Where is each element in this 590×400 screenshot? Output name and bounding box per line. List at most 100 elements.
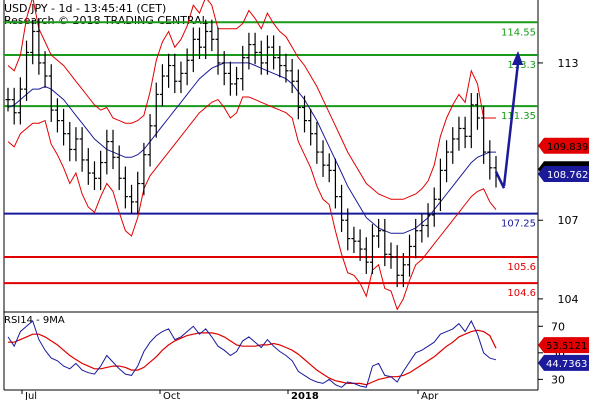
price-bar-19 xyxy=(122,166,128,209)
price-bar-60 xyxy=(376,218,382,248)
price-bar-40 xyxy=(252,32,258,65)
price-bar-0 xyxy=(5,87,11,112)
price-bar-37 xyxy=(234,66,240,96)
price-bar-6 xyxy=(42,51,48,88)
y-tick-label-1: 107 xyxy=(558,214,579,227)
price-bar-24 xyxy=(153,82,159,138)
price-bar-15 xyxy=(98,150,104,191)
price-bar-5 xyxy=(36,19,42,75)
price-bar-69 xyxy=(431,187,437,227)
price-tag-0: 109.839 xyxy=(538,137,589,154)
rsi-line xyxy=(7,319,497,388)
price-bar-76 xyxy=(474,93,480,130)
price-bar-62 xyxy=(388,242,394,269)
price-bar-73 xyxy=(456,116,462,151)
rsi-tag-bg-1 xyxy=(538,354,589,371)
price-bar-9 xyxy=(61,108,67,146)
price-bar-35 xyxy=(221,51,227,86)
forecast-arrow-tail xyxy=(494,171,506,189)
y-tick-label-2: 113 xyxy=(558,57,579,70)
price-bar-30 xyxy=(190,27,196,73)
price-bar-34 xyxy=(215,27,221,75)
price-bar-52 xyxy=(326,153,332,183)
price-bar-38 xyxy=(240,45,246,91)
price-bar-4 xyxy=(30,19,36,65)
price-bar-75 xyxy=(468,93,474,149)
price-tag-label-2: 108.762 xyxy=(547,170,588,181)
price-bar-55 xyxy=(345,208,351,251)
price-bar-33 xyxy=(209,19,215,52)
price-bar-46 xyxy=(289,58,295,94)
price-bar-71 xyxy=(444,140,450,183)
chart-title: USD/JPY - 1d - 13:45:41 (CET) xyxy=(4,2,167,15)
price-bar-43 xyxy=(271,35,277,70)
price-bar-11 xyxy=(73,127,79,162)
price-bar-23 xyxy=(147,114,153,167)
price-bar-74 xyxy=(462,116,468,149)
price-bar-1 xyxy=(11,87,17,125)
price-bar-53 xyxy=(332,158,338,209)
price-bar-47 xyxy=(295,69,301,120)
level-label-2: 111.35 xyxy=(501,111,536,122)
price-bar-50 xyxy=(314,121,320,164)
price-bar-29 xyxy=(184,48,190,86)
price-tag-bg-2 xyxy=(538,166,589,183)
rsi-tag-bg-0 xyxy=(538,337,589,354)
price-bar-48 xyxy=(302,95,308,133)
x-tick-label-1: Oct xyxy=(163,391,180,400)
price-bar-39 xyxy=(246,32,252,70)
price-tag-label-0: 109.839 xyxy=(547,142,588,153)
price-bar-16 xyxy=(104,129,110,175)
price-bar-65 xyxy=(407,234,413,277)
level-label-4: 105.6 xyxy=(507,262,536,273)
price-bar-68 xyxy=(425,203,431,238)
moving-average-line xyxy=(7,62,496,234)
price-bar-54 xyxy=(339,184,345,233)
price-bar-70 xyxy=(437,158,443,212)
price-bar-13 xyxy=(85,148,91,185)
price-tag-bg-0 xyxy=(538,137,589,154)
rsi-tick-label-0: 30 xyxy=(551,373,565,386)
price-bar-67 xyxy=(419,213,425,243)
x-tick-label-2: 2018 xyxy=(291,391,319,400)
price-bar-57 xyxy=(357,229,363,261)
price-bar-17 xyxy=(110,129,116,170)
price-bar-3 xyxy=(24,40,30,101)
y-tick-label-0: 104 xyxy=(558,293,579,306)
price-bar-61 xyxy=(382,218,388,267)
price-bar-56 xyxy=(351,226,357,254)
price-bar-49 xyxy=(308,108,314,146)
price-bar-21 xyxy=(135,171,141,214)
rsi-tag-label-1: 44.7363 xyxy=(546,359,587,370)
copyright-notice: Research © 2018 TRADING CENTRAL xyxy=(4,14,208,27)
rsi-tick-label-2: 70 xyxy=(551,320,565,333)
price-bar-72 xyxy=(450,127,456,164)
price-bar-63 xyxy=(394,245,400,288)
price-bar-59 xyxy=(369,224,375,274)
price-bar-64 xyxy=(400,253,406,288)
price-tag-2: 108.762 xyxy=(538,166,589,183)
forecast-arrow-head xyxy=(512,51,523,66)
level-label-0: 114.55 xyxy=(501,27,536,38)
price-bar-27 xyxy=(172,53,178,94)
price-bar-26 xyxy=(166,53,172,88)
price-bar-32 xyxy=(203,19,209,59)
price-bar-58 xyxy=(363,237,369,274)
price-bar-44 xyxy=(277,45,283,78)
price-bar-22 xyxy=(141,142,147,196)
level-label-5: 104.6 xyxy=(507,288,536,299)
rsi-tag-1: 44.7363 xyxy=(538,354,589,371)
level-label-3: 107.25 xyxy=(501,219,536,230)
price-bar-20 xyxy=(129,184,135,214)
price-bar-14 xyxy=(91,161,97,191)
price-bar-8 xyxy=(54,98,60,133)
price-bar-41 xyxy=(258,40,264,75)
lower-band-line xyxy=(7,96,497,311)
price-bar-77 xyxy=(481,106,487,164)
rsi-tag-label-0: 53.5121 xyxy=(546,341,587,352)
price-bar-66 xyxy=(413,218,419,259)
price-bar-7 xyxy=(48,64,54,122)
price-bar-36 xyxy=(227,61,233,96)
rsi-ma-line xyxy=(8,329,497,386)
